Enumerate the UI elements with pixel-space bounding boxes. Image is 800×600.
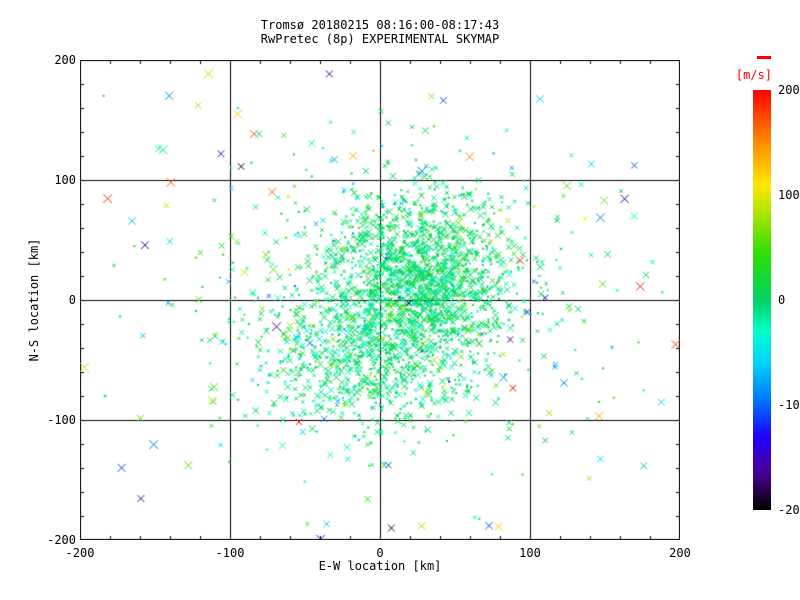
x-tick-label: 100 bbox=[519, 546, 541, 560]
colorbar-tick-label: -100 bbox=[778, 398, 800, 412]
y-tick-label: 200 bbox=[54, 53, 76, 67]
x-tick-label: -100 bbox=[215, 546, 245, 560]
x-tick-label: 0 bbox=[376, 546, 384, 560]
colorbar-tick-label: 200 bbox=[778, 83, 800, 97]
scatter-plot-canvas bbox=[80, 60, 680, 540]
y-tick-label: -200 bbox=[47, 533, 76, 547]
y-tick-label: 0 bbox=[68, 293, 76, 307]
x-tick-label: 200 bbox=[669, 546, 691, 560]
colorbar-top-marker bbox=[757, 56, 771, 59]
colorbar-tick-label: -200 bbox=[778, 503, 800, 517]
colorbar-units-label: [m/s] bbox=[735, 68, 772, 82]
y-tick-label: 100 bbox=[54, 173, 76, 187]
colorbar-tick-label: 0 bbox=[778, 293, 786, 307]
chart-subtitle: RwPretec (8p) EXPERIMENTAL SKYMAP bbox=[260, 32, 500, 46]
y-tick-label: -100 bbox=[47, 413, 76, 427]
colorbar-tick-label: 100 bbox=[778, 188, 800, 202]
x-tick-label: -200 bbox=[65, 546, 95, 560]
colorbar-gradient bbox=[753, 90, 771, 510]
chart-title: Tromsø 20180215 08:16:00-08:17:43 bbox=[260, 18, 500, 32]
x-axis-label: E-W location [km] bbox=[318, 559, 442, 573]
